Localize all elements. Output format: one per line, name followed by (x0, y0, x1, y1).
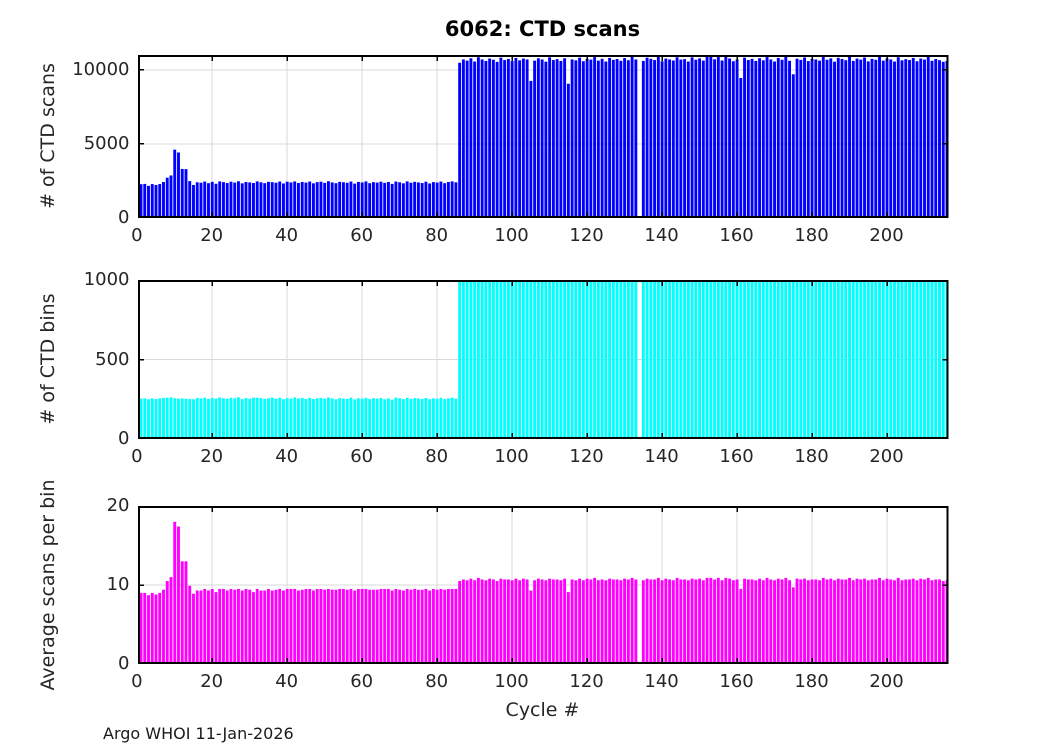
y-tick-label: 0 (118, 653, 130, 674)
x-tick-label: 180 (794, 671, 829, 692)
x-tick-label: 80 (425, 671, 449, 692)
x-tick-label: 100 (494, 446, 529, 467)
x-tick-label: 20 (200, 671, 224, 692)
x-tick-label: 40 (275, 446, 299, 467)
x-tick-label: 180 (794, 446, 829, 467)
x-tick-label: 140 (644, 446, 679, 467)
x-tick-label: 20 (200, 446, 224, 467)
y-axis-label-ctd-bins: # of CTD bins (37, 293, 59, 425)
ctd-bins-plot-area (137, 280, 948, 439)
y-tick-label: 10000 (72, 58, 130, 80)
x-tick-label: 0 (131, 225, 143, 246)
x-tick-label: 200 (869, 225, 904, 246)
x-tick-label: 140 (644, 225, 679, 246)
y-tick-label: 5000 (83, 132, 130, 154)
y-tick-label: 10 (106, 574, 130, 595)
x-tick-label: 120 (569, 446, 604, 467)
x-tick-label: 140 (644, 671, 679, 692)
x-tick-label: 60 (350, 671, 374, 692)
x-tick-label: 200 (869, 446, 904, 467)
x-tick-label: 100 (494, 671, 529, 692)
x-tick-label: 160 (719, 671, 754, 692)
x-tick-label: 160 (719, 446, 754, 467)
x-tick-label: 40 (275, 671, 299, 692)
x-tick-label: 60 (350, 446, 374, 467)
x-tick-label: 200 (869, 671, 904, 692)
y-axis-label-avg-scans-per-bin: Average scans per bin (37, 479, 59, 691)
y-tick-label: 20 (106, 495, 130, 516)
x-axis-label: Cycle # (505, 699, 580, 721)
x-tick-label: 120 (569, 225, 604, 246)
y-tick-label: 1000 (83, 269, 130, 290)
x-tick-label: 40 (275, 225, 299, 246)
x-tick-label: 120 (569, 671, 604, 692)
x-tick-label: 180 (794, 225, 829, 246)
y-axis-label-ctd-scans: # of CTD scans (37, 63, 59, 209)
x-tick-label: 60 (350, 225, 374, 246)
x-tick-label: 20 (200, 225, 224, 246)
chart-title: 6062: CTD scans (444, 17, 641, 41)
x-tick-label: 80 (425, 446, 449, 467)
ctd-scans-plot-area (137, 55, 948, 218)
y-tick-label: 0 (118, 207, 130, 228)
y-tick-label: 0 (118, 428, 130, 449)
x-tick-label: 0 (131, 671, 143, 692)
x-tick-label: 100 (494, 225, 529, 246)
x-tick-label: 160 (719, 225, 754, 246)
y-tick-label: 500 (95, 348, 130, 370)
footer-credit: Argo WHOI 11-Jan-2026 (103, 724, 294, 743)
avg-scans-per-bin-plot-area (137, 506, 948, 664)
x-tick-label: 80 (425, 225, 449, 246)
x-tick-label: 0 (131, 446, 143, 467)
